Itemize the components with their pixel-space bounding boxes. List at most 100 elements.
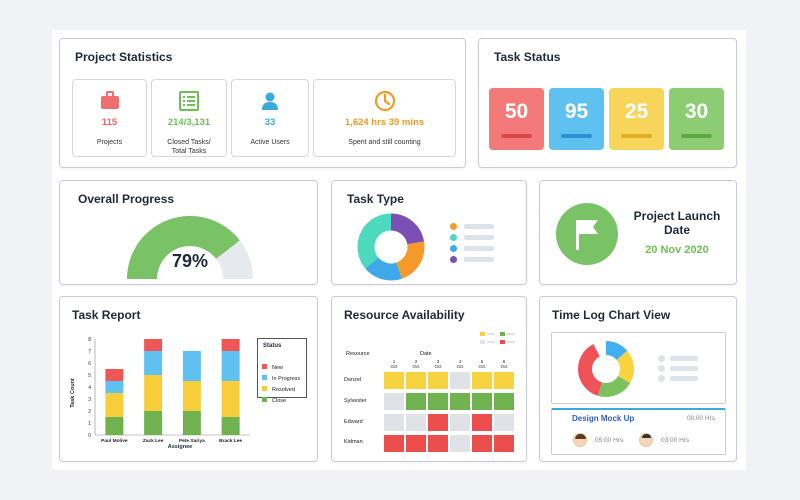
legend-item-close: Close (262, 389, 286, 407)
availability-cell[interactable] (450, 435, 470, 452)
stat-label: Active Users (250, 139, 290, 146)
availability-cell[interactable] (384, 414, 404, 431)
availability-cell[interactable] (494, 393, 514, 410)
time-log-chart-box (551, 332, 726, 404)
task-report-chart: 0 1 2 3 4 5 6 7 8 Paul Molive Zack Lee Pete Sariya B… (88, 337, 250, 444)
day-header-5: 5 Oct (478, 359, 486, 369)
availability-cell[interactable] (406, 393, 426, 410)
status-tile[interactable]: 25 (609, 88, 664, 150)
stat-value: 1,624 hrs 39 mins (344, 117, 425, 128)
availability-grid (384, 372, 518, 456)
bar-segment-resolved (221, 381, 240, 417)
availability-cell[interactable] (450, 414, 470, 431)
day-header-1: 1 Oct (390, 359, 398, 369)
availability-cell[interactable] (384, 372, 404, 389)
legend-item-new: New (262, 356, 283, 374)
clock-icon (374, 90, 395, 112)
legend-line (670, 376, 698, 381)
x-tick-label: Zack Lee (143, 438, 164, 444)
availability-cell[interactable] (406, 435, 426, 452)
availability-cell[interactable] (472, 372, 492, 389)
x-tick-label: Brack Lee (219, 438, 242, 444)
flag-badge (556, 203, 618, 265)
card-title: Task Status (494, 50, 561, 64)
time-log-task-box[interactable]: Design Mock Up 08:00 Hrs 05:00 Hrs 03:00… (551, 408, 726, 455)
card-title: Project Statistics (75, 50, 173, 64)
availability-cell[interactable] (494, 435, 514, 452)
task-type-donut (357, 213, 425, 281)
gauge-fill (127, 216, 240, 279)
stat-value: 33 (264, 117, 276, 128)
legend-label: New (272, 365, 284, 371)
legend-item-in-progress: In Progress (262, 367, 300, 385)
resource-name: Denzel (344, 377, 362, 383)
stat-value: 214/3,131 (167, 117, 211, 128)
briefcase-icon (100, 91, 119, 109)
status-tile[interactable]: 50 (489, 88, 544, 150)
availability-cell[interactable] (384, 393, 404, 410)
availability-cell[interactable] (428, 414, 448, 431)
availability-cell[interactable] (472, 414, 492, 431)
availability-cell[interactable] (494, 414, 514, 431)
day-header-2: 2 Oct (412, 359, 420, 369)
progress-gauge (127, 216, 253, 279)
progress-percent: 79% (171, 251, 209, 271)
availability-cell[interactable] (494, 372, 514, 389)
y-tick-label: 2 (88, 409, 91, 415)
person-hours: 05:00 Hrs (595, 437, 624, 444)
availability-cell[interactable] (428, 393, 448, 410)
availability-cell[interactable] (450, 372, 470, 389)
stat-hours-spent[interactable]: 1,624 hrs 39 mins Spent and still counti… (313, 79, 456, 157)
legend-title: Status (263, 343, 282, 349)
availability-cell[interactable] (428, 435, 448, 452)
legend-item-resolved: Resolved (262, 378, 295, 396)
availability-cell[interactable] (428, 372, 448, 389)
time-log-card: Time Log Chart View Design Mock Up 08:00… (539, 296, 737, 462)
status-tile[interactable]: 95 (549, 88, 604, 150)
resource-header: Resource (346, 351, 370, 357)
status-bar (561, 134, 592, 138)
x-tick-label: Pete Sariya (179, 438, 205, 444)
y-tick-label: 4 (88, 385, 91, 391)
y-tick-label: 6 (88, 361, 91, 367)
avatar (573, 433, 587, 447)
y-tick-label: 0 (88, 433, 91, 439)
legend-item (658, 375, 665, 382)
x-tick-label: Paul Molive (101, 438, 128, 444)
card-title: Overall Progress (78, 192, 175, 206)
flag-icon (576, 220, 598, 250)
resource-availability-card: Resource Availability Resource Date 1 Oct… (331, 296, 527, 462)
bar-segment-close (221, 417, 240, 435)
status-count: 50 (504, 100, 529, 123)
bar-segment-close (105, 417, 124, 435)
y-tick-label: 3 (88, 397, 91, 403)
status-tile[interactable]: 30 (669, 88, 724, 150)
stat-projects[interactable]: 115 Projects (72, 79, 147, 157)
card-title: Time Log Chart View (552, 308, 671, 322)
x-axis-label: Assignee (167, 444, 193, 450)
stat-label: Projects (96, 139, 123, 146)
bar-segment-new (105, 369, 124, 381)
availability-cell[interactable] (384, 435, 404, 452)
status-count: 30 (684, 100, 709, 123)
availability-cell[interactable] (406, 372, 426, 389)
date-header: Date (420, 351, 432, 357)
stat-active-users[interactable]: 33 Active Users (231, 79, 309, 157)
dashboard-page: Project Statistics 115 Projects 214/3,13… (52, 30, 746, 470)
day-header-6: 6 Oct (500, 359, 508, 369)
task-type-card: Task Type (331, 180, 527, 285)
time-log-donut (578, 341, 634, 397)
availability-cell[interactable] (406, 414, 426, 431)
status-bar (621, 134, 652, 138)
availability-cell[interactable] (472, 393, 492, 410)
overall-progress-card: Overall Progress 79% (59, 180, 318, 285)
resource-name: Sylvester (344, 398, 367, 404)
stat-value: 115 (101, 117, 118, 128)
status-count: 25 (624, 100, 649, 123)
availability-cell[interactable] (450, 393, 470, 410)
legend-line (670, 366, 698, 371)
resource-name: Kidman (344, 439, 363, 445)
avatar (639, 433, 653, 447)
availability-cell[interactable] (472, 435, 492, 452)
stat-closed-tasks[interactable]: 214/3,131 Closed Tasks/ Total Tasks (151, 79, 227, 157)
